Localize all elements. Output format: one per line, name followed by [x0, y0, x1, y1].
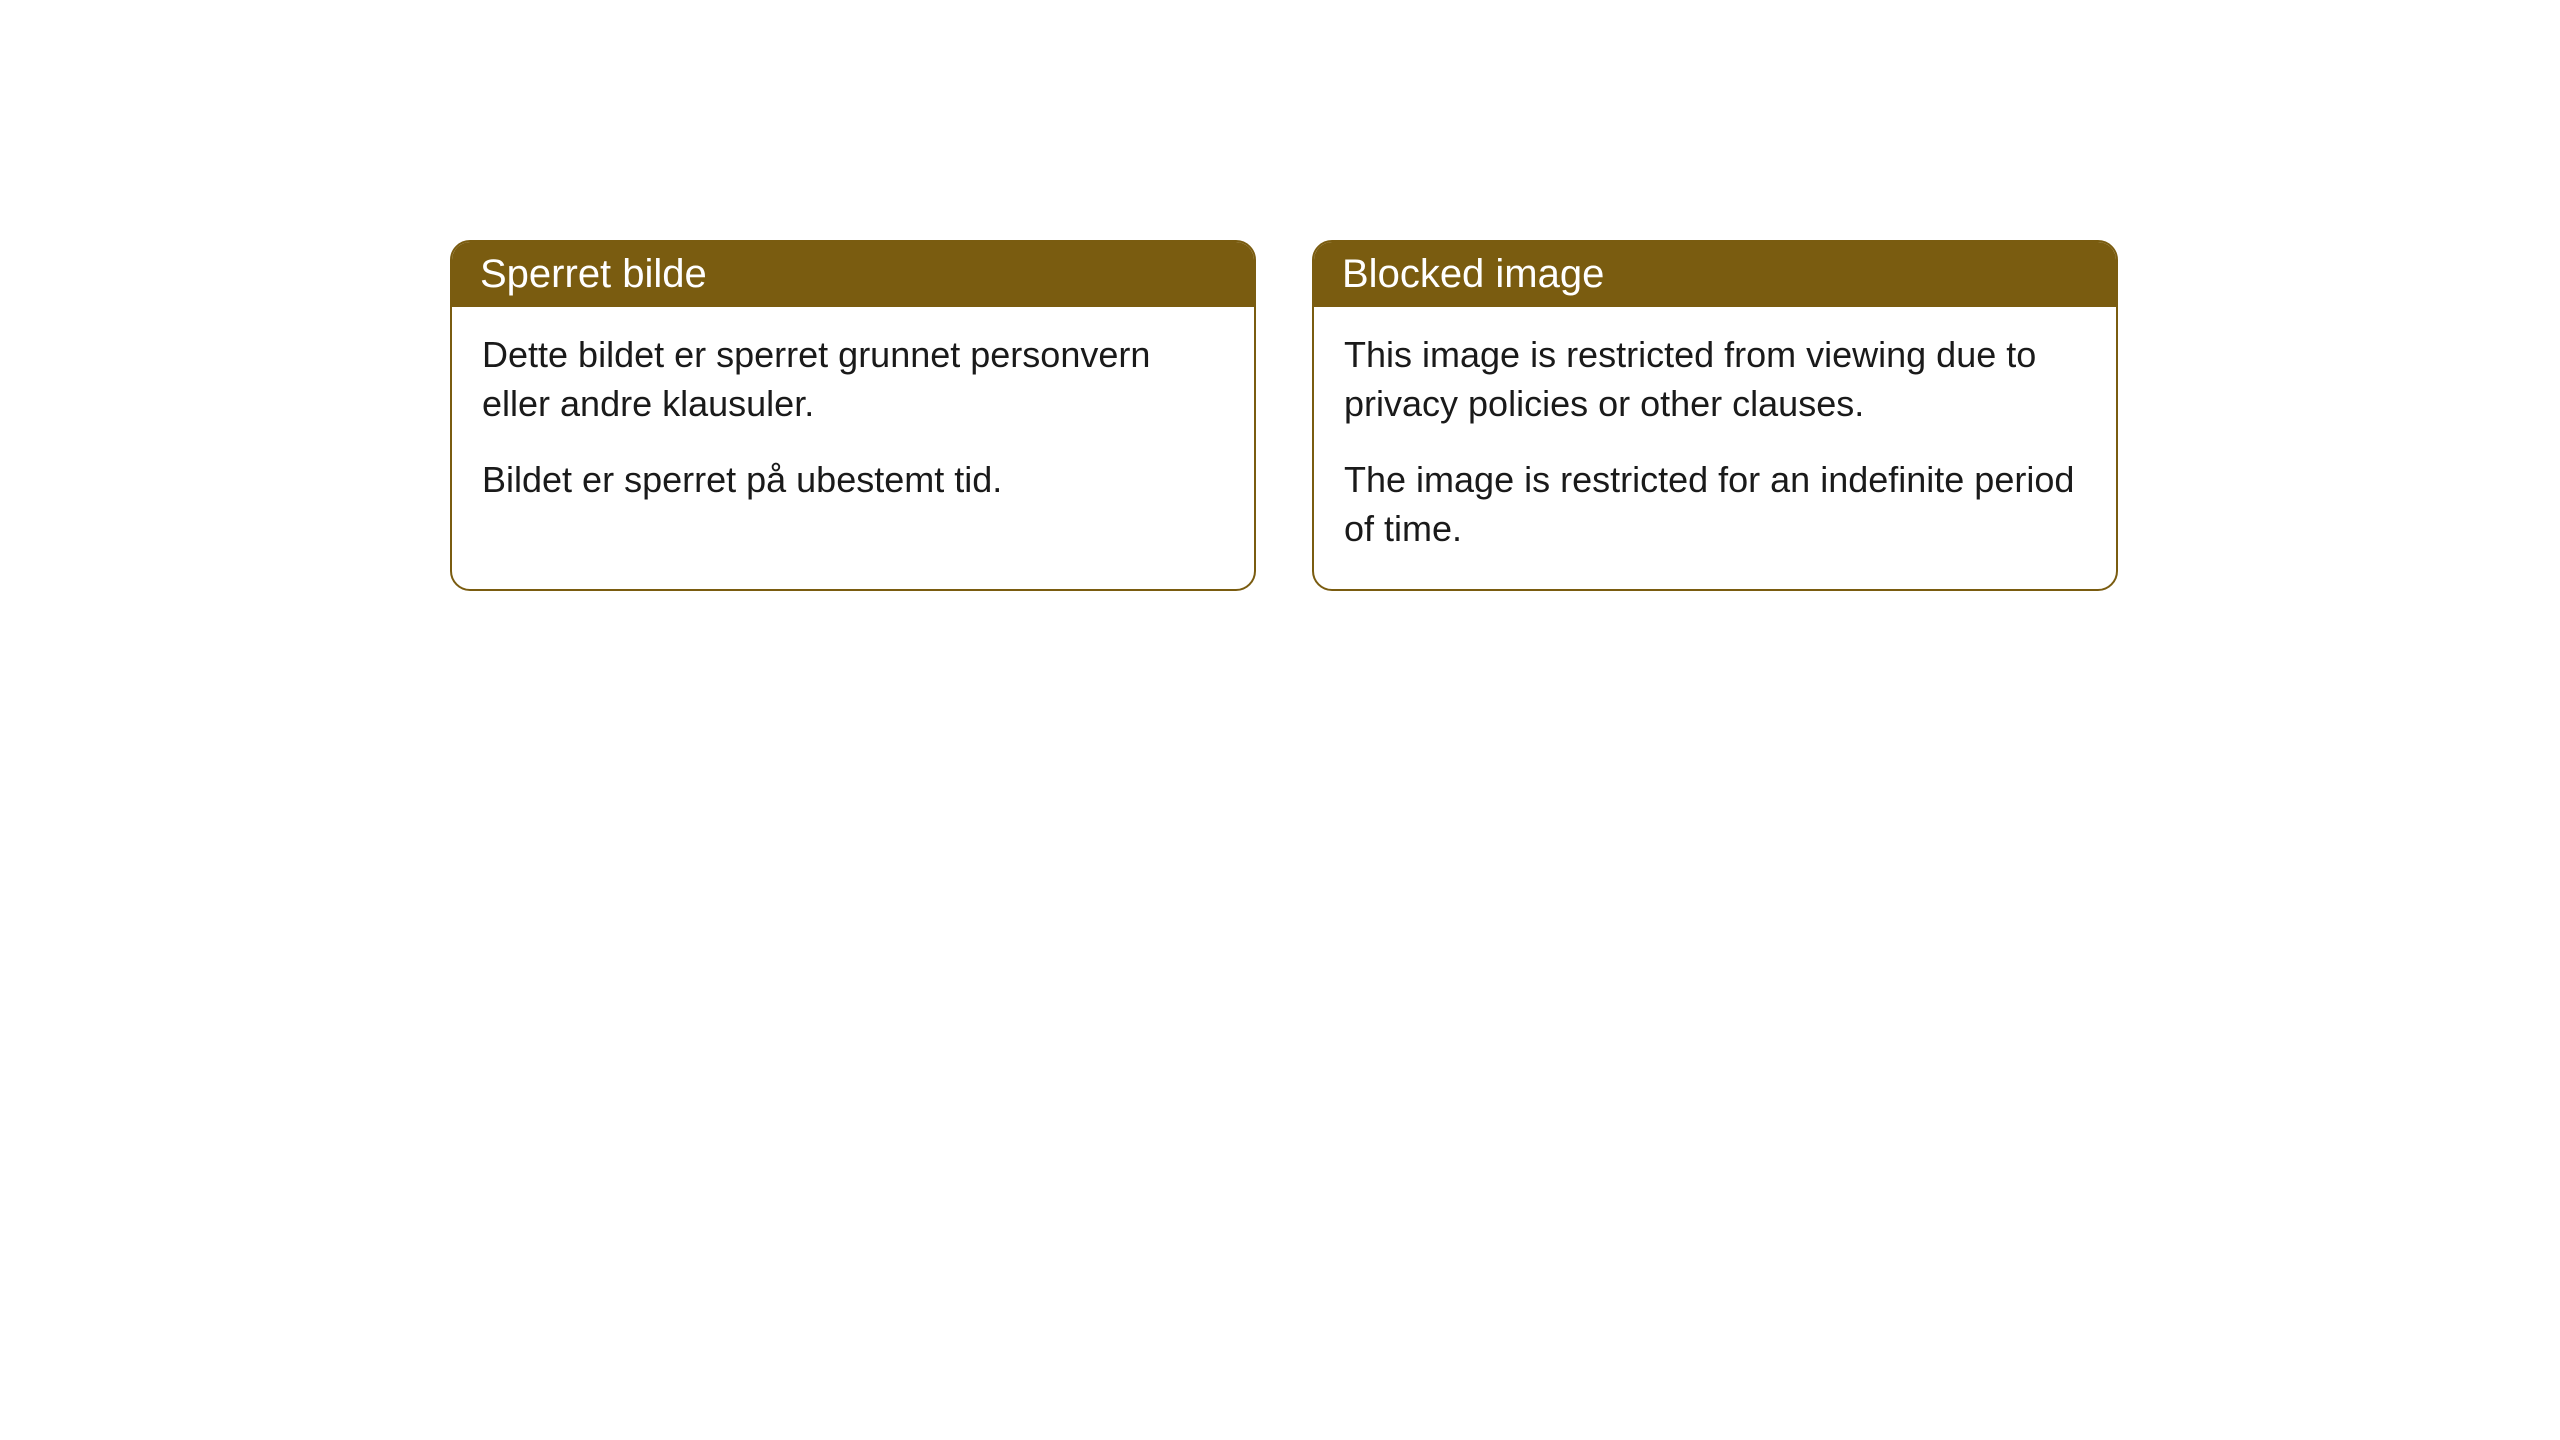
notice-cards-container: Sperret bilde Dette bildet er sperret gr… [0, 0, 2560, 591]
card-paragraph: Bildet er sperret på ubestemt tid. [482, 456, 1224, 505]
card-body: Dette bildet er sperret grunnet personve… [452, 307, 1254, 541]
card-paragraph: This image is restricted from viewing du… [1344, 331, 2086, 428]
card-paragraph: The image is restricted for an indefinit… [1344, 456, 2086, 553]
card-title: Blocked image [1342, 252, 1604, 296]
card-header: Sperret bilde [452, 242, 1254, 307]
notice-card-english: Blocked image This image is restricted f… [1312, 240, 2118, 591]
card-body: This image is restricted from viewing du… [1314, 307, 2116, 589]
card-title: Sperret bilde [480, 252, 707, 296]
card-header: Blocked image [1314, 242, 2116, 307]
notice-card-norwegian: Sperret bilde Dette bildet er sperret gr… [450, 240, 1256, 591]
card-paragraph: Dette bildet er sperret grunnet personve… [482, 331, 1224, 428]
